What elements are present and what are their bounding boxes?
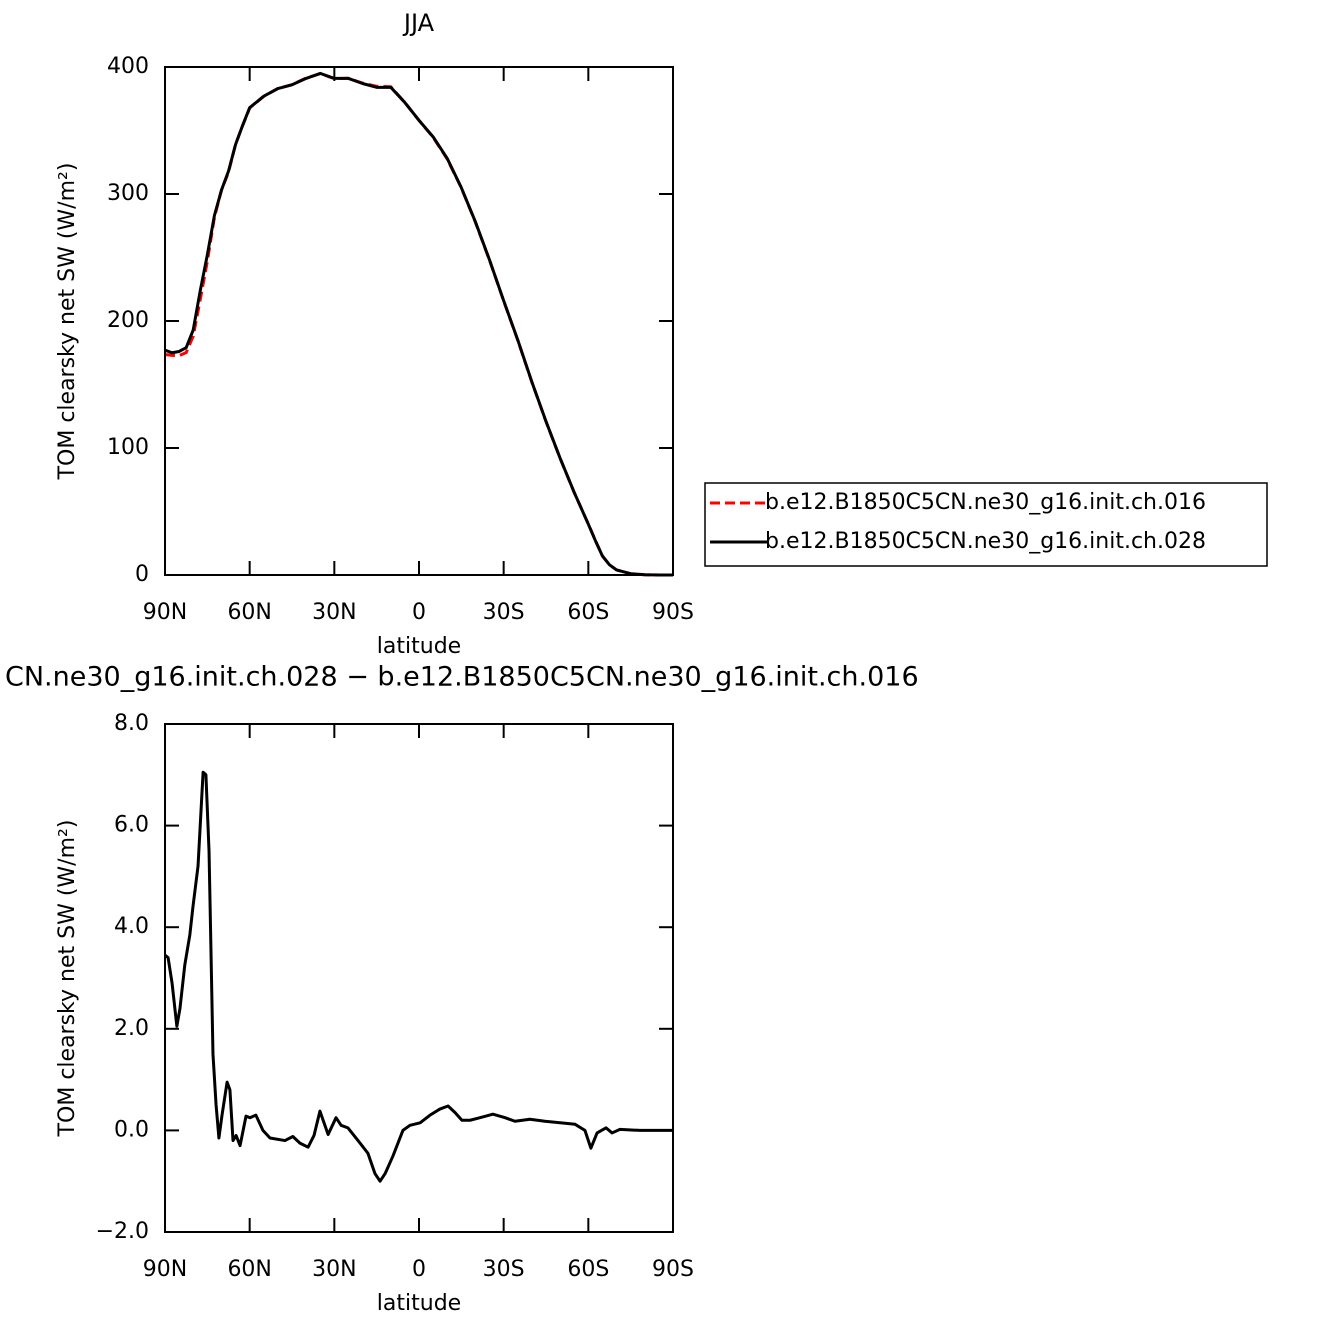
y-axis-label: TOM clearsky net SW (W/m²) [55, 163, 80, 481]
y-axis-label: TOM clearsky net SW (W/m²) [55, 820, 80, 1138]
plot-frame [164, 723, 674, 1233]
data-line [164, 770, 673, 1183]
x-tick-label: 60S [567, 600, 609, 625]
chart-title: CN.ne30_g16.init.ch.028 − b.e12.B1850C5C… [5, 662, 919, 693]
y-tick-label: −2.0 [96, 1219, 149, 1244]
y-tick-label: 100 [107, 435, 149, 460]
x-tick-label: 90S [652, 1257, 694, 1282]
chart-title: JJA [402, 9, 435, 37]
x-tick-label: 30S [483, 1257, 525, 1282]
x-tick-label: 60N [227, 1257, 271, 1282]
data-line [164, 71, 673, 577]
x-tick-label: 90N [143, 1257, 187, 1282]
x-tick-label: 60N [227, 600, 271, 625]
y-tick-label: 4.0 [114, 914, 149, 939]
legend-box [704, 482, 1268, 567]
y-tick-label: 8.0 [114, 711, 149, 736]
y-tick-label: 300 [107, 181, 149, 206]
legend-label: b.e12.B1850C5CN.ne30_g16.init.ch.028 [765, 529, 1206, 554]
x-tick-label: 30N [312, 1257, 356, 1282]
x-tick-label: 30S [483, 600, 525, 625]
x-tick-label: 90S [652, 600, 694, 625]
x-axis-label: latitude [377, 1291, 461, 1316]
x-tick-label: 90N [143, 600, 187, 625]
y-tick-label: 2.0 [114, 1016, 149, 1041]
data-line [164, 72, 673, 577]
y-tick-label: 6.0 [114, 813, 149, 838]
x-tick-label: 60S [567, 1257, 609, 1282]
x-tick-label: 0 [412, 600, 426, 625]
plot-frame [164, 66, 674, 576]
y-tick-label: 200 [107, 308, 149, 333]
x-tick-label: 30N [312, 600, 356, 625]
y-tick-label: 0 [135, 562, 149, 587]
x-axis-label: latitude [377, 634, 461, 659]
y-tick-label: 400 [107, 54, 149, 79]
x-tick-label: 0 [412, 1257, 426, 1282]
y-tick-label: 0.0 [114, 1117, 149, 1142]
legend-label: b.e12.B1850C5CN.ne30_g16.init.ch.016 [765, 490, 1206, 515]
